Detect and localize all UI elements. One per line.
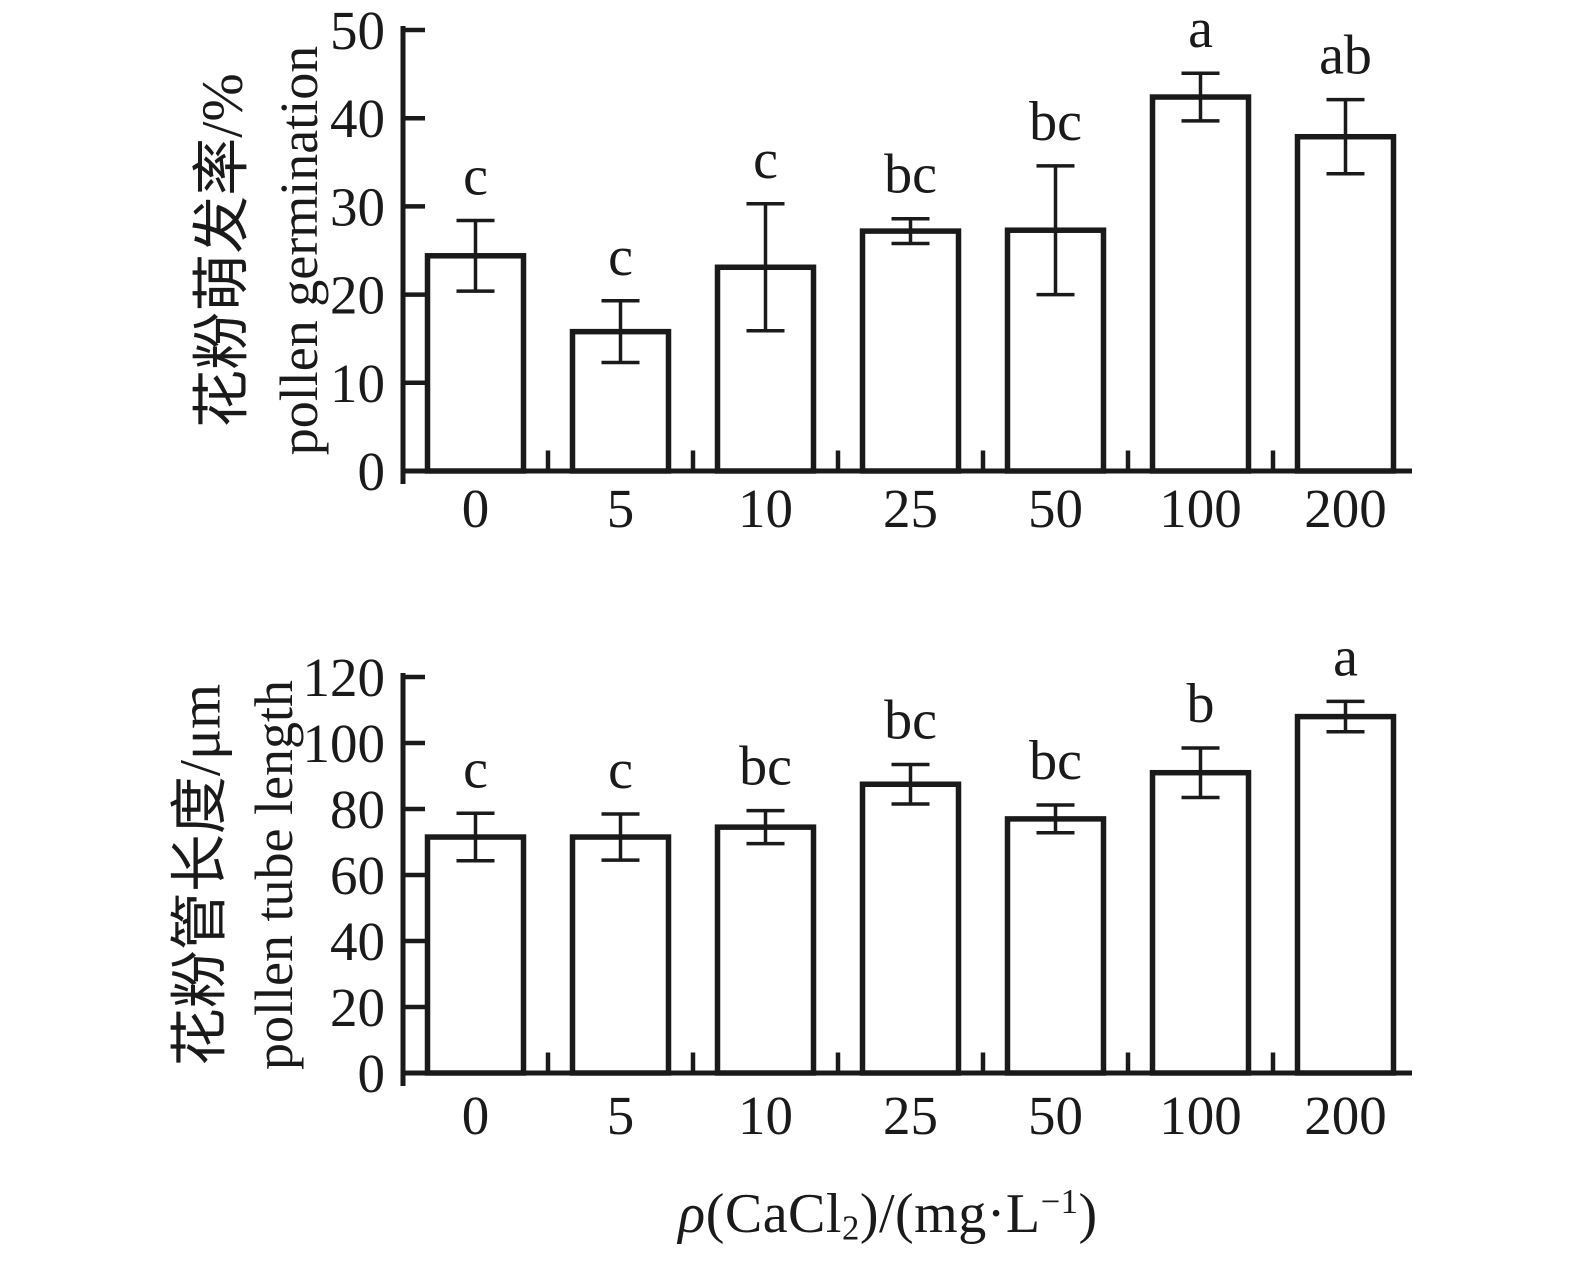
y-tick-label: 40 [330, 88, 385, 149]
y-tick-label: 20 [330, 265, 385, 326]
x-tick-label: 200 [1304, 1085, 1387, 1146]
significance-letter: bc [884, 144, 937, 206]
y-tick-label: 30 [330, 176, 385, 237]
significance-letter: c [753, 129, 778, 191]
y-tick-label: 120 [303, 647, 386, 708]
significance-letter: bc [1029, 91, 1082, 153]
x-tick-label: 200 [1304, 478, 1387, 539]
x-title-p2: )/(mg·L [859, 1183, 1041, 1245]
x-tick-label: 50 [1028, 1085, 1083, 1146]
bar [1149, 769, 1252, 1076]
x-tick-label: 25 [883, 478, 938, 539]
x-tick-label: 100 [1159, 478, 1242, 539]
x-title-superscript: −1 [1040, 1181, 1079, 1221]
x-tick-label: 10 [738, 1085, 793, 1146]
x-tick-label: 10 [738, 478, 793, 539]
y-tick-label: 60 [330, 845, 385, 906]
x-tick-label: 50 [1028, 478, 1083, 539]
significance-letter: bc [884, 689, 937, 751]
bar [859, 228, 962, 474]
x-tick-label: 0 [462, 478, 490, 539]
y-tick-label: 40 [330, 911, 385, 972]
x-tick-label: 5 [607, 1085, 635, 1146]
significance-letter: a [1333, 626, 1358, 688]
bar [1294, 713, 1397, 1076]
pollen-germination-chart: 0 10 20 30 40 50 c 0 c 5 c 10 bc 25 bc 50 a 100 ab 200 花粉萌发率… [190, 0, 1412, 539]
bar [1149, 94, 1252, 474]
y-tick-label: 50 [330, 0, 385, 61]
x-axis-title: ρ(CaCl2)/(mg·L−1) [678, 1182, 1097, 1246]
significance-letter: c [608, 226, 633, 288]
significance-letter: ab [1319, 25, 1372, 87]
pollen-tube-length-chart: 020406080100120c0c5bc10bc25bc50b100a200花… [168, 626, 1412, 1146]
y-axis-title-en: pollen tube length [244, 680, 304, 1070]
y-tick-label: 0 [358, 1043, 386, 1104]
bar [714, 824, 817, 1076]
x-tick-label: 0 [462, 1085, 490, 1146]
y-axis-title-zh: 花粉萌发率/% [190, 73, 255, 427]
x-title-p3: ) [1078, 1183, 1098, 1245]
y-tick-label: 20 [330, 977, 385, 1038]
x-tick-label: 25 [883, 1085, 938, 1146]
x-title-subscript: 2 [841, 1208, 860, 1248]
significance-letter: bc [739, 736, 792, 798]
y-axis-title-zh: 花粉管长度/μm [168, 684, 233, 1066]
significance-letter: bc [1029, 730, 1082, 792]
bar [859, 781, 962, 1076]
significance-letter: c [463, 146, 488, 208]
bar [569, 834, 672, 1076]
x-tick-label: 100 [1159, 1085, 1242, 1146]
y-tick-label: 80 [330, 779, 385, 840]
y-tick-label: 10 [330, 353, 385, 414]
x-tick-label: 5 [607, 478, 635, 539]
bar [1004, 816, 1107, 1076]
y-axis-title-en: pollen germination [269, 46, 329, 455]
bar [424, 834, 527, 1076]
significance-letter: c [463, 738, 488, 800]
significance-letter: c [608, 739, 633, 801]
y-tick-label: 0 [358, 441, 386, 502]
y-tick-label: 100 [303, 713, 386, 774]
bar [424, 253, 527, 474]
bar [1294, 133, 1397, 474]
significance-letter: b [1187, 673, 1215, 735]
significance-letter: a [1188, 0, 1213, 60]
x-title-p1: (CaCl [705, 1183, 842, 1245]
x-title-rho: ρ [678, 1183, 706, 1245]
